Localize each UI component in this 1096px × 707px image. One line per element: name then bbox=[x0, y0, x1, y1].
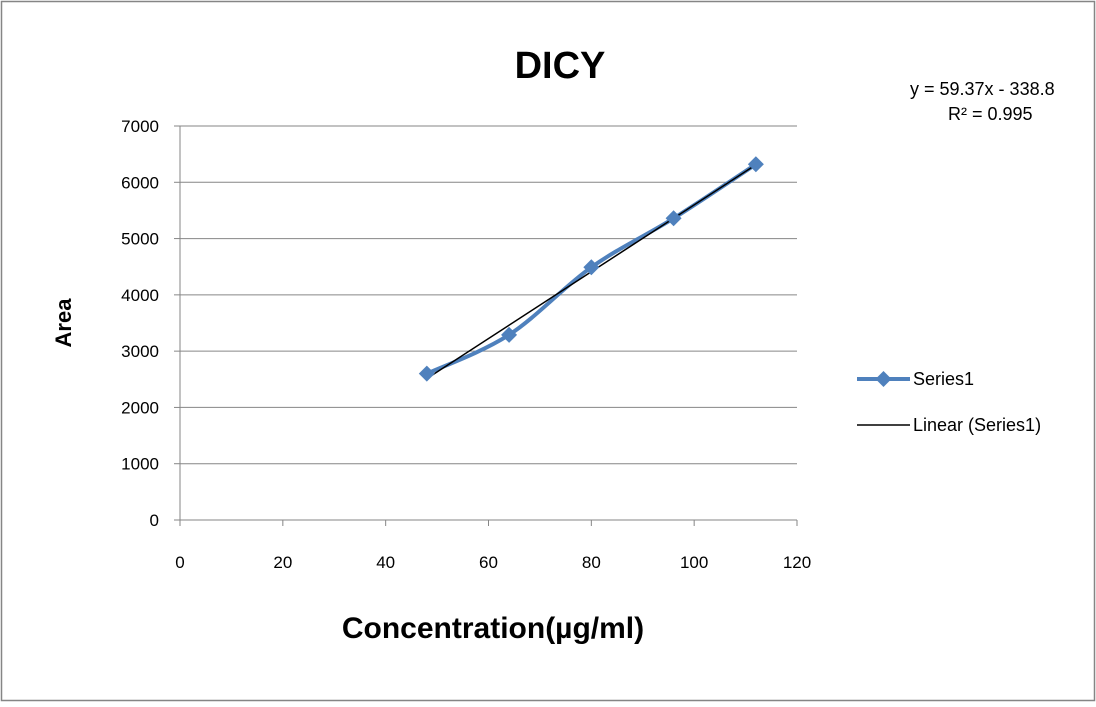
x-tick-label: 0 bbox=[175, 553, 184, 572]
chart-title: DICY bbox=[515, 45, 606, 87]
series1-point bbox=[665, 210, 682, 227]
y-tick-label: 7000 bbox=[121, 117, 159, 136]
x-tick-label: 20 bbox=[273, 553, 292, 572]
grid-lines bbox=[180, 125, 797, 465]
axes bbox=[174, 125, 798, 526]
y-tick-label: 5000 bbox=[121, 230, 159, 249]
legend: Series1 Linear (Series1) bbox=[857, 369, 1041, 435]
legend-series1-label: Series1 bbox=[913, 369, 974, 389]
plot-area bbox=[418, 156, 764, 382]
legend-series1-marker bbox=[875, 371, 892, 387]
series1-point bbox=[418, 365, 435, 382]
series1-point bbox=[583, 259, 600, 276]
x-tick-label: 60 bbox=[479, 553, 498, 572]
series1-point bbox=[747, 156, 764, 173]
tick-labels: 0 1000 2000 3000 4000 5000 6000 7000 0 20 40 60 80 10… bbox=[121, 117, 811, 572]
x-axis-title: Concentration(µg/ml) bbox=[342, 612, 644, 645]
y-axis-title: Area bbox=[51, 298, 76, 348]
x-tick-label: 100 bbox=[680, 553, 708, 572]
trendline-r2: R² = 0.995 bbox=[948, 104, 1033, 124]
x-tick-label: 40 bbox=[376, 553, 395, 572]
y-tick-label: 1000 bbox=[121, 455, 159, 474]
trendline-equation: y = 59.37x - 338.8 bbox=[910, 79, 1055, 99]
x-tick-label: 120 bbox=[783, 553, 811, 572]
y-tick-label: 6000 bbox=[121, 173, 159, 192]
y-tick-label: 3000 bbox=[121, 342, 159, 361]
y-tick-label: 0 bbox=[150, 511, 159, 530]
y-tick-label: 4000 bbox=[121, 286, 159, 305]
y-tick-label: 2000 bbox=[121, 398, 159, 417]
series1-point bbox=[501, 326, 518, 343]
x-tick-label: 80 bbox=[582, 553, 601, 572]
legend-trendline-label: Linear (Series1) bbox=[913, 415, 1041, 435]
